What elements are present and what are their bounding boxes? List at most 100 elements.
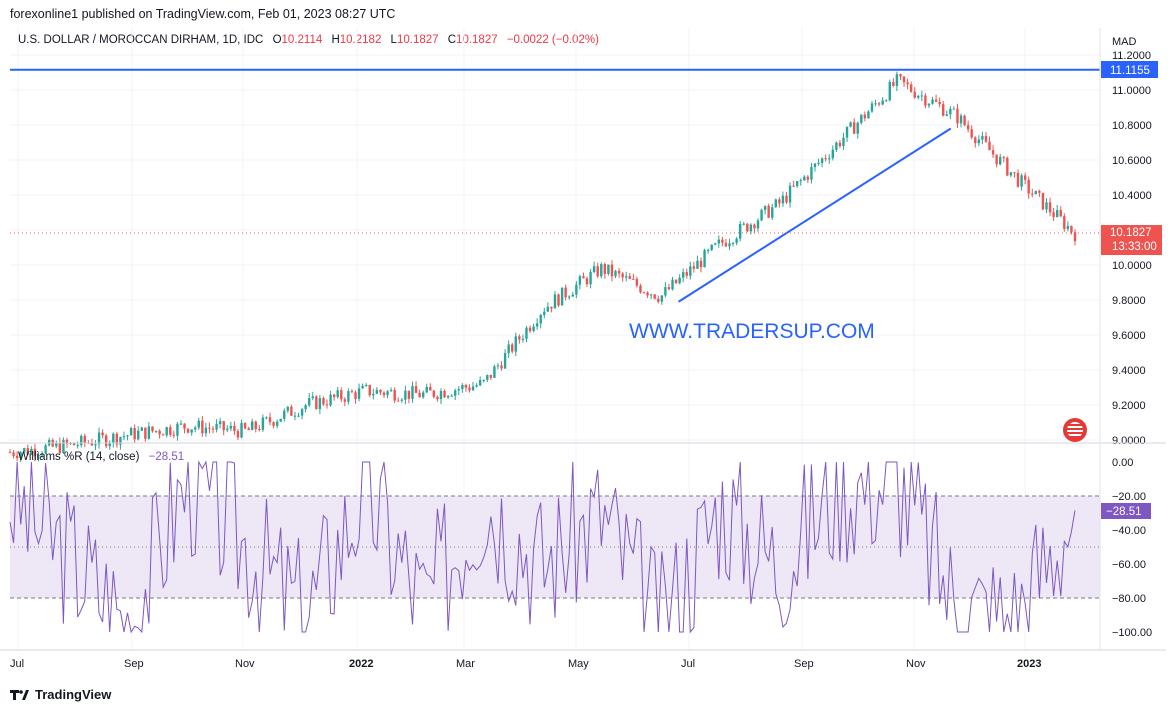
price-tick-label: 11.0000: [1112, 85, 1151, 97]
candle-body: [307, 398, 311, 406]
price-tick-label: 11.2000: [1112, 50, 1151, 62]
candle-body: [945, 114, 948, 116]
candle-body: [970, 129, 973, 138]
low-label: L: [390, 34, 397, 46]
time-tick-label: Nov: [906, 658, 926, 670]
candle-body: [532, 326, 535, 332]
candle-body: [318, 398, 322, 410]
candle-body: [856, 122, 859, 134]
candle-body: [714, 243, 717, 245]
candle-body: [332, 394, 336, 397]
candle-body: [58, 442, 62, 453]
candle-body: [418, 392, 421, 398]
candle-body: [917, 95, 920, 98]
candle-body: [386, 391, 389, 396]
candle-body: [942, 104, 945, 116]
time-axis[interactable]: Jul Sep Nov 2022 Mar May Jul Sep Nov 2023: [10, 658, 1041, 670]
candle-body: [222, 421, 225, 431]
candle-body: [664, 287, 667, 296]
candle-body: [835, 142, 838, 150]
candle-body: [842, 137, 845, 147]
candle-body: [1002, 157, 1005, 159]
candle-body: [525, 327, 528, 339]
candle-body: [792, 185, 795, 187]
close-label: C: [447, 34, 457, 46]
candle-body: [112, 433, 115, 443]
candle-body: [404, 390, 407, 400]
candle-body: [956, 108, 959, 124]
candle-body: [774, 199, 778, 208]
candle-body: [731, 242, 735, 244]
candle-body: [753, 224, 756, 229]
candle-body: [379, 389, 382, 393]
candle-body: [411, 386, 414, 399]
candle-body: [749, 224, 753, 232]
indicator-value-label: −28.51: [1106, 506, 1142, 518]
candle-body: [272, 422, 275, 426]
candle-body: [614, 270, 617, 277]
candle-body: [899, 74, 902, 77]
candle-body: [781, 195, 785, 204]
indicator-axis[interactable]: 0.00 −20.00 −40.00 −60.00 −80.00 −100.00: [1112, 457, 1152, 639]
candle-body: [924, 95, 927, 106]
indicator-legend[interactable]: Williams %R (14, close) −28.51: [18, 451, 184, 463]
candle-body: [62, 439, 65, 453]
candle-body: [735, 238, 738, 243]
candle-body: [571, 294, 574, 297]
candle-body: [1009, 172, 1013, 176]
candle-body: [507, 344, 510, 354]
candle-body: [147, 426, 151, 439]
candle-body: [592, 266, 596, 272]
time-tick-label: Mar: [456, 658, 475, 670]
candle-body: [639, 285, 642, 293]
candle-body: [632, 278, 635, 280]
williams-r-line: [9, 460, 1076, 634]
candle-body: [607, 264, 610, 274]
candle-body: [988, 141, 991, 151]
time-tick-label: 2023: [1017, 658, 1041, 670]
candle-body: [315, 396, 318, 410]
candle-body: [251, 421, 254, 430]
candle-body: [122, 436, 126, 438]
close-value: 10.1827: [456, 34, 498, 46]
candle-body: [692, 266, 696, 269]
candle-body: [243, 423, 247, 429]
candle-body: [165, 427, 168, 436]
candle-body: [464, 385, 468, 388]
candle-body: [233, 425, 236, 432]
candle-body: [657, 298, 660, 302]
candle-body: [610, 264, 614, 277]
candle-body: [582, 276, 585, 279]
price-tick-label: 9.6000: [1112, 330, 1146, 342]
candle-body: [137, 430, 140, 440]
candle-body: [913, 91, 916, 98]
candle-body: [785, 195, 788, 203]
candle-body: [186, 428, 190, 433]
candle-body: [208, 427, 211, 429]
candle-body: [183, 423, 186, 429]
candle-body: [617, 270, 621, 274]
candle-body: [1034, 190, 1038, 195]
candle-body: [724, 242, 728, 247]
us-flag-icon[interactable]: [1063, 418, 1087, 442]
candle-body: [674, 279, 678, 284]
candle-body: [831, 149, 834, 159]
candle-body: [1055, 210, 1059, 218]
candle-body: [261, 417, 265, 430]
candle-body: [23, 448, 26, 453]
candle-body: [457, 388, 460, 391]
high-value: 10.2182: [339, 34, 382, 46]
candle-body: [90, 442, 94, 446]
candle-body: [329, 394, 332, 406]
candle-body: [236, 431, 240, 438]
candle-body: [211, 428, 215, 430]
candle-body: [852, 122, 856, 134]
candle-body: [1063, 216, 1066, 229]
candle-body: [949, 108, 952, 115]
candle-body: [425, 386, 428, 393]
candle-body: [129, 428, 133, 436]
candle-body: [521, 338, 525, 340]
trendline[interactable]: [678, 127, 952, 303]
tradingview-logo-icon: [10, 689, 29, 700]
